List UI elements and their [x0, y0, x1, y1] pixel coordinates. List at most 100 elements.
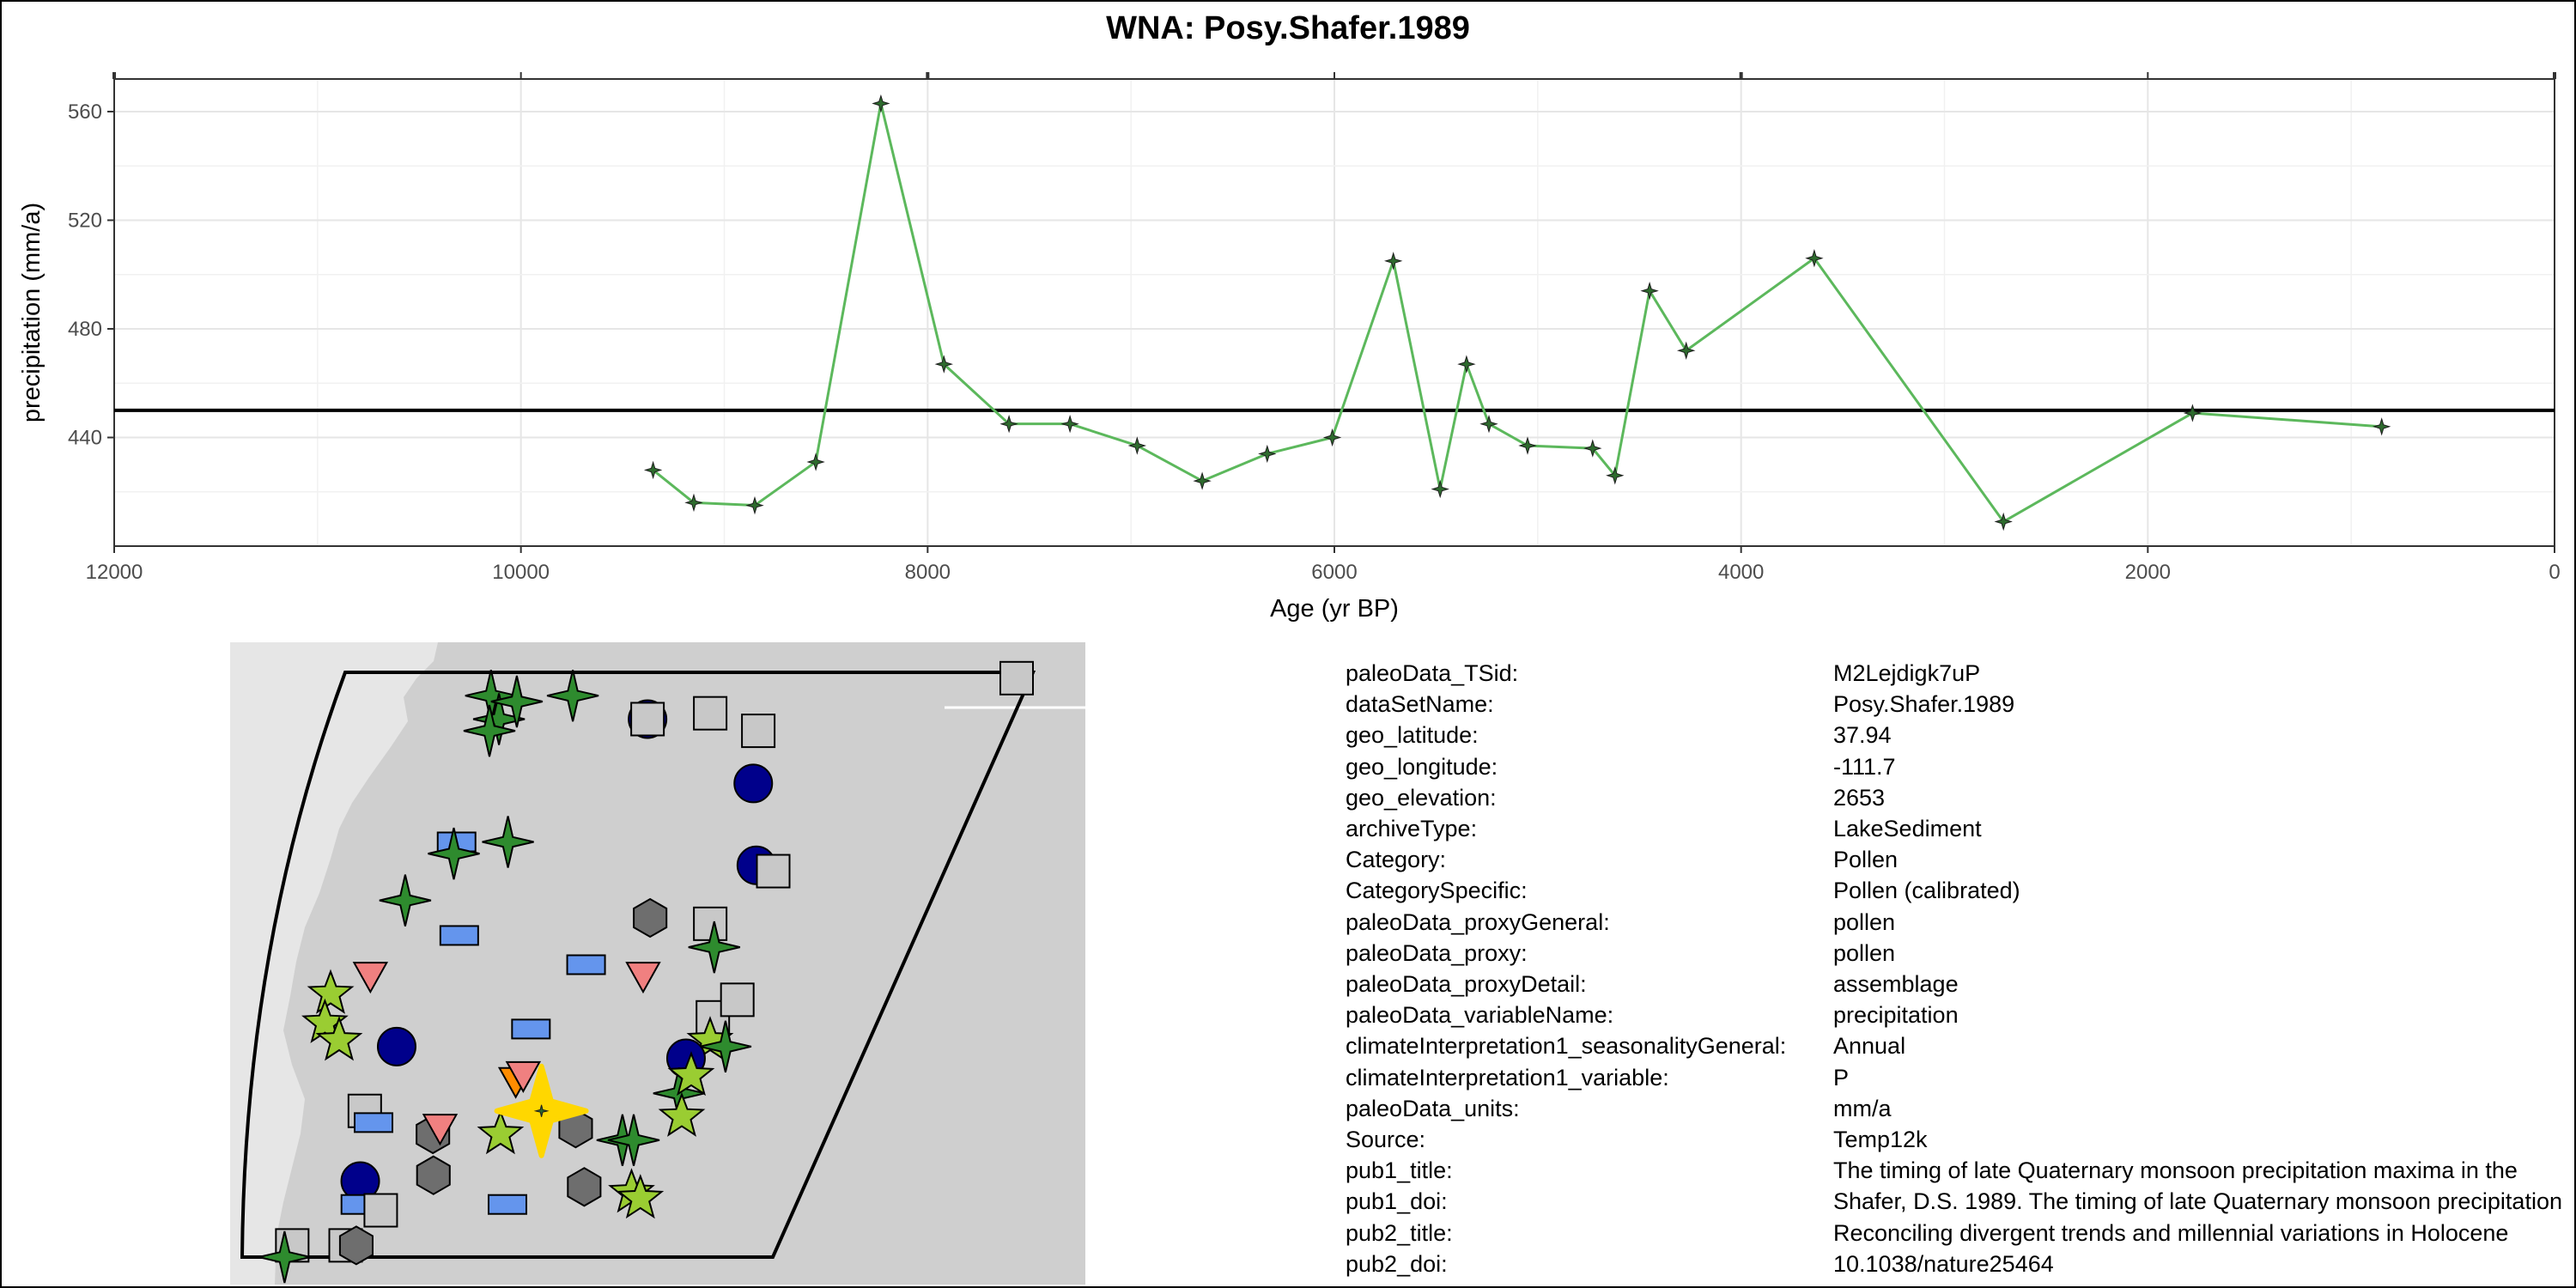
data-point [1583, 439, 1602, 458]
metadata-value: Posy.Shafer.1989 [1833, 691, 2015, 718]
metadata-key: archiveType: [1346, 816, 1478, 841]
map-region-outline [240, 671, 1036, 1259]
metadata-key: paleoData_TSid: [1346, 660, 1519, 686]
data-point [684, 493, 703, 513]
metadata-value: Pollen (calibrated) [1833, 878, 2020, 904]
site-marker-hexagon [567, 1167, 602, 1207]
data-point [934, 355, 954, 374]
chart-title: WNA: Posy.Shafer.1989 [1106, 10, 1470, 46]
site-marker-rectangle [566, 954, 606, 975]
y-tick-label: 560 [68, 100, 102, 124]
metadata-value: 37.94 [1833, 722, 1892, 749]
site-marker-star [477, 1109, 525, 1155]
metadata-value: assemblage [1833, 971, 1959, 997]
site-marker-triangle [505, 1060, 542, 1093]
site-marker-rectangle [354, 1112, 394, 1133]
metadata-value: pollen [1833, 939, 1896, 966]
metadata-table: paleoData_TSid: M2Lejdigk7uP dataSetName: P… [1346, 658, 2574, 1281]
metadata-key: geo_latitude: [1346, 722, 1479, 749]
site-marker-square [363, 1193, 398, 1228]
site-marker-rectangle [511, 1018, 551, 1040]
y-tick-label: 480 [68, 318, 102, 341]
site-marker-square [756, 854, 791, 889]
site-marker-sparkle [482, 816, 534, 868]
site-marker-hexagon [633, 897, 668, 939]
site-marker-circle [376, 1026, 416, 1066]
data-point [999, 415, 1018, 434]
map-coastline-land [230, 642, 438, 1285]
metadata-key: paleoData_proxyGeneral: [1346, 908, 1610, 935]
map-sites [258, 660, 1034, 1284]
site-marker-hexagon [416, 1155, 451, 1195]
metadata-value: mm/a [1833, 1095, 1892, 1121]
metadata-value: 10.1038/nature25464 [1833, 1250, 2054, 1277]
series-points [643, 94, 2391, 532]
data-point [872, 94, 890, 113]
metadata-key: paleoData_variableName: [1346, 1002, 1614, 1029]
data-point [1676, 341, 1696, 361]
x-tick-label: 12000 [86, 561, 143, 584]
site-marker-triangle [422, 1114, 459, 1146]
data-point [1431, 479, 1449, 499]
data-point [1457, 355, 1476, 374]
site-marker-sparkle [463, 704, 516, 757]
y-axis-label: precipitation (mm/a) [18, 203, 46, 422]
data-point [2372, 417, 2391, 436]
site-marker-sparkle [699, 1020, 752, 1073]
data-point [1383, 252, 1403, 270]
metadata-value: M2Lejdigk7uP [1833, 660, 1981, 686]
data-point [1322, 428, 1342, 447]
site-marker-star [667, 1051, 715, 1097]
chart-axes: 12000 10000 8000 6000 4000 2000 0 440 480 520 560 [68, 72, 2561, 584]
site-marker-square [720, 982, 755, 1018]
site-marker-sparkle [607, 1114, 660, 1167]
site-marker-triangle [625, 962, 661, 994]
y-tick-label: 520 [68, 209, 102, 232]
data-point [1805, 248, 1824, 268]
metadata-key: Source: [1346, 1127, 1426, 1152]
metadata-key: paleoData_units: [1346, 1095, 1520, 1121]
metadata-key: geo_longitude: [1346, 753, 1498, 780]
data-point [1640, 281, 1659, 301]
data-point [745, 495, 764, 515]
time-series-chart: 12000 10000 8000 6000 4000 2000 0440480520560 … [18, 72, 2561, 623]
metadata-value: pollen [1833, 908, 1896, 935]
metadata-key: climateInterpretation1_variable: [1346, 1064, 1669, 1091]
x-tick-label: 4000 [1718, 561, 1764, 584]
site-marker-square [693, 696, 728, 731]
site-marker-sparkle [258, 1230, 311, 1284]
metadata-key: pub1_title: [1346, 1157, 1453, 1184]
metadata-key: pub2_doi: [1346, 1250, 1448, 1277]
site-marker-star [658, 1091, 706, 1137]
site-marker-star [315, 1016, 363, 1061]
metadata-value: -111.7 [1833, 753, 1896, 780]
metadata-value: The timing of late Quaternary monsoon pr… [1833, 1157, 2518, 1184]
metadata-value: P [1833, 1064, 1850, 1091]
x-tick-label: 10000 [492, 561, 550, 584]
site-marker-circle [733, 763, 774, 804]
site-marker-rectangle [488, 1194, 528, 1215]
metadata-key: paleoData_proxy: [1346, 939, 1528, 966]
x-axis-label: Age (yr BP) [1270, 595, 1399, 623]
data-point [1258, 444, 1277, 464]
x-tick-label: 0 [2549, 561, 2560, 584]
metadata-value: Temp12k [1833, 1127, 1928, 1152]
metadata-key: CategorySpecific: [1346, 878, 1528, 904]
metadata-key: Category: [1346, 847, 1447, 873]
site-marker-star [307, 969, 355, 1014]
metadata-key: climateInterpretation1_seasonalityGenera… [1346, 1033, 1787, 1060]
metadata-key: pub1_doi: [1346, 1188, 1448, 1215]
site-marker-rectangle [439, 925, 479, 946]
data-point [2183, 404, 2202, 422]
site-marker-square [741, 714, 776, 749]
site-marker-hexagon [338, 1225, 374, 1266]
metadata-value: Pollen [1833, 847, 1899, 873]
y-tick-label: 440 [68, 426, 102, 449]
data-point [1193, 471, 1212, 490]
site-marker-triangle [352, 962, 389, 994]
metadata-value: Reconciling divergent trends and millenn… [1833, 1219, 2509, 1246]
metadata-value: Shafer, D.S. 1989. The timing of late Qu… [1833, 1188, 2562, 1215]
site-marker-square [630, 702, 665, 737]
data-point [1479, 414, 1498, 434]
metadata-key: pub2_title: [1346, 1219, 1453, 1246]
